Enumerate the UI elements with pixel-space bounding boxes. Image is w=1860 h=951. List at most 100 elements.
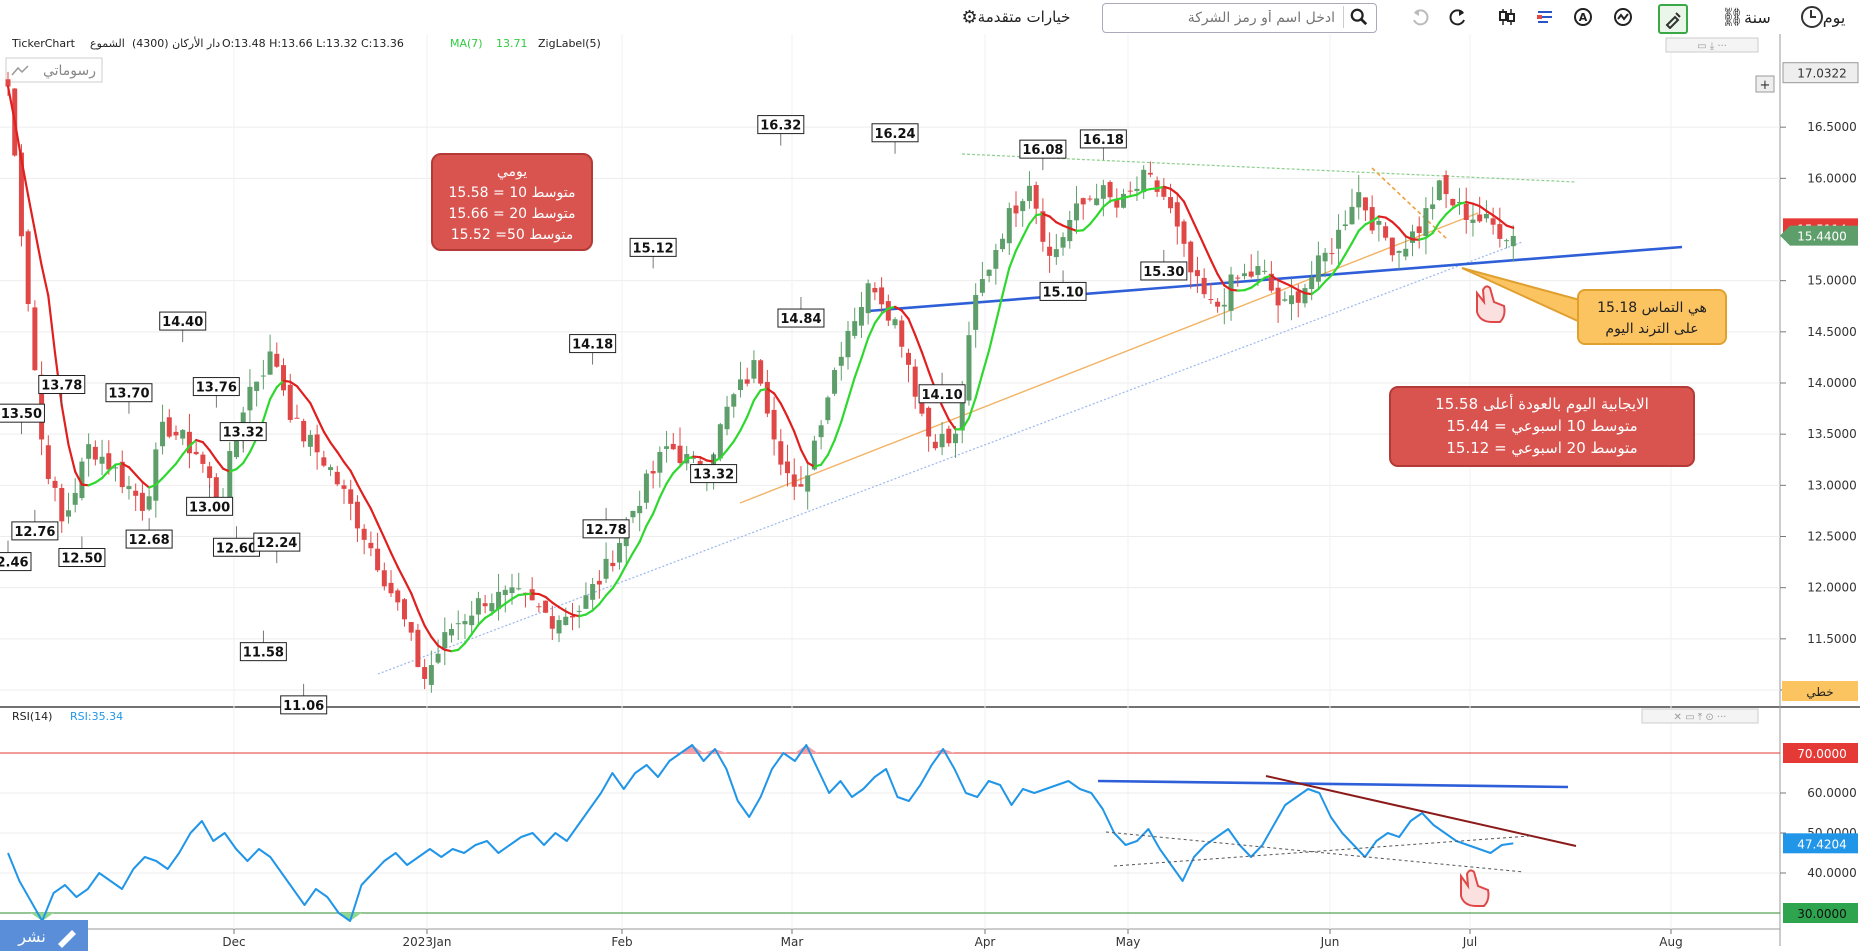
candle[interactable] [1201,268,1207,299]
candle[interactable] [65,492,71,524]
candle[interactable] [549,605,555,640]
candle[interactable] [1436,179,1442,201]
candle[interactable] [281,358,287,396]
candle[interactable] [1134,176,1140,201]
advanced-options-button[interactable]: ⚙ خيارات متقدمة [950,4,1082,30]
candle[interactable] [1020,198,1026,227]
candle[interactable] [274,342,280,368]
candle[interactable] [637,490,643,532]
candle[interactable] [1255,250,1261,287]
candle[interactable] [872,282,878,301]
candle[interactable] [341,479,347,504]
candle[interactable] [1315,241,1321,289]
candle[interactable] [1248,254,1254,279]
candle[interactable] [1107,180,1113,204]
candle[interactable] [1322,248,1328,278]
candle[interactable] [1262,259,1268,275]
candle[interactable] [811,435,817,471]
candle[interactable] [1141,165,1147,199]
price-pane[interactable] [0,34,1780,706]
drawings-button[interactable]: رسوماتي [5,57,103,83]
candle[interactable] [1477,196,1483,224]
redo-button[interactable] [1445,4,1471,30]
candle[interactable] [1443,170,1449,208]
candle[interactable] [630,510,636,524]
candle[interactable] [791,458,797,501]
candle[interactable] [52,476,58,502]
candle[interactable] [1389,237,1395,262]
candle[interactable] [193,441,199,456]
expand-axis-button[interactable]: + [1755,75,1775,93]
candle[interactable] [731,392,737,418]
search-button[interactable] [1343,6,1374,28]
candle[interactable] [1383,222,1389,241]
candle[interactable] [778,429,784,476]
candle[interactable] [899,315,905,358]
candle[interactable] [643,469,649,510]
candle[interactable] [381,562,387,591]
candle[interactable] [610,550,616,572]
candle[interactable] [1221,288,1227,325]
candle[interactable] [953,426,959,458]
candle[interactable] [852,307,858,339]
candle[interactable] [415,623,421,668]
candle[interactable] [1040,198,1046,252]
pane-controls[interactable]: ▭ ⤓ ··· [1665,37,1759,53]
rsi-axis[interactable]: 70.000060.000050.000047.420440.000030.00… [1780,743,1858,923]
candle[interactable] [260,359,266,390]
rsi-dashed-line-2[interactable] [1113,835,1531,867]
candle[interactable] [1100,179,1106,217]
candle[interactable] [845,321,851,370]
candle[interactable] [375,532,381,573]
compare-button[interactable] [1610,4,1636,30]
candle[interactable] [825,395,831,425]
candle[interactable] [348,479,354,521]
candle[interactable] [1329,237,1335,265]
candle[interactable] [422,658,428,690]
candle[interactable] [832,367,838,396]
candle[interactable] [737,361,743,398]
candle[interactable] [153,442,159,518]
candle[interactable] [717,422,723,462]
candle[interactable] [475,591,481,627]
candle[interactable] [106,440,112,475]
candle[interactable] [603,542,609,583]
candle[interactable] [879,277,885,314]
candle[interactable] [1053,233,1059,265]
candle[interactable] [455,610,461,640]
candle[interactable] [139,483,145,521]
candle[interactable] [1215,298,1221,313]
candle[interactable] [428,650,434,693]
candle[interactable] [858,291,864,338]
candle[interactable] [1504,238,1510,249]
linear-scale-button[interactable]: خطي [1782,681,1858,701]
candle[interactable] [818,420,824,450]
candle[interactable] [1423,197,1429,255]
candle[interactable] [1080,197,1086,220]
candle[interactable] [1060,232,1066,256]
draw-tool-button[interactable] [1658,4,1688,34]
candle[interactable] [1376,216,1382,242]
candle[interactable] [254,381,260,407]
candle[interactable] [1208,282,1214,304]
candle[interactable] [556,615,562,643]
candle[interactable] [569,602,575,631]
candle[interactable] [126,475,132,500]
candle[interactable] [973,283,979,348]
candle[interactable] [321,450,327,468]
candle[interactable] [160,404,166,455]
candle[interactable] [617,536,623,570]
candle[interactable] [865,279,871,325]
candle[interactable] [1356,175,1362,220]
candle[interactable] [1282,291,1288,302]
candle[interactable] [449,623,455,643]
time-axis[interactable]: Dec 2023Jan Feb Mar Apr May Jun Jul Aug [222,929,1683,949]
rsi-trendlines[interactable] [1097,775,1577,873]
candle[interactable] [32,300,38,371]
candle[interactable] [1235,274,1241,287]
candle[interactable] [1463,187,1469,234]
candle[interactable] [1047,232,1053,273]
candle[interactable] [1430,186,1436,220]
candle[interactable] [247,369,253,427]
candle[interactable] [926,406,932,452]
